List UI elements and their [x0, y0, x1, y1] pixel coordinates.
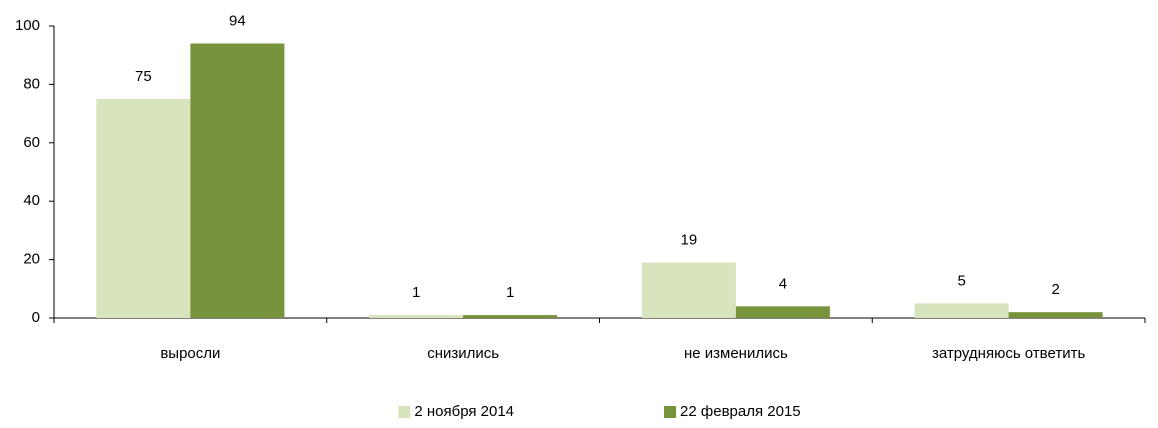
- legend-swatch: [664, 406, 677, 418]
- y-tick-label: 20: [23, 251, 40, 268]
- legend-label: 22 февраля 2015: [680, 403, 801, 420]
- data-label: 19: [681, 231, 698, 248]
- x-tick-label: снизились: [427, 345, 499, 362]
- bar: [735, 306, 830, 318]
- y-tick-label: 0: [32, 309, 40, 326]
- bar: [1008, 312, 1103, 318]
- bar: [914, 303, 1009, 318]
- legend-label: 2 ноября 2014: [414, 403, 514, 420]
- y-tick-label: 60: [23, 134, 40, 151]
- x-tick-label: не изменились: [684, 345, 788, 362]
- bar: [641, 262, 736, 318]
- y-tick-label: 80: [23, 75, 40, 92]
- bar: [369, 315, 464, 318]
- legend-swatch: [398, 406, 411, 418]
- bar: [96, 99, 191, 318]
- x-tick-label: затрудняюсь ответить: [932, 345, 1085, 362]
- bar: [190, 43, 285, 319]
- data-label: 1: [506, 284, 514, 301]
- data-label: 4: [779, 275, 787, 292]
- bar: [463, 315, 558, 318]
- x-tick-label: выросли: [160, 345, 220, 362]
- data-label: 1: [412, 284, 420, 301]
- data-label: 94: [229, 12, 246, 29]
- y-tick-label: 100: [15, 17, 40, 34]
- y-tick-label: 40: [23, 192, 40, 209]
- data-label: 2: [1051, 281, 1059, 298]
- data-label: 75: [135, 68, 152, 85]
- data-label: 5: [957, 272, 965, 289]
